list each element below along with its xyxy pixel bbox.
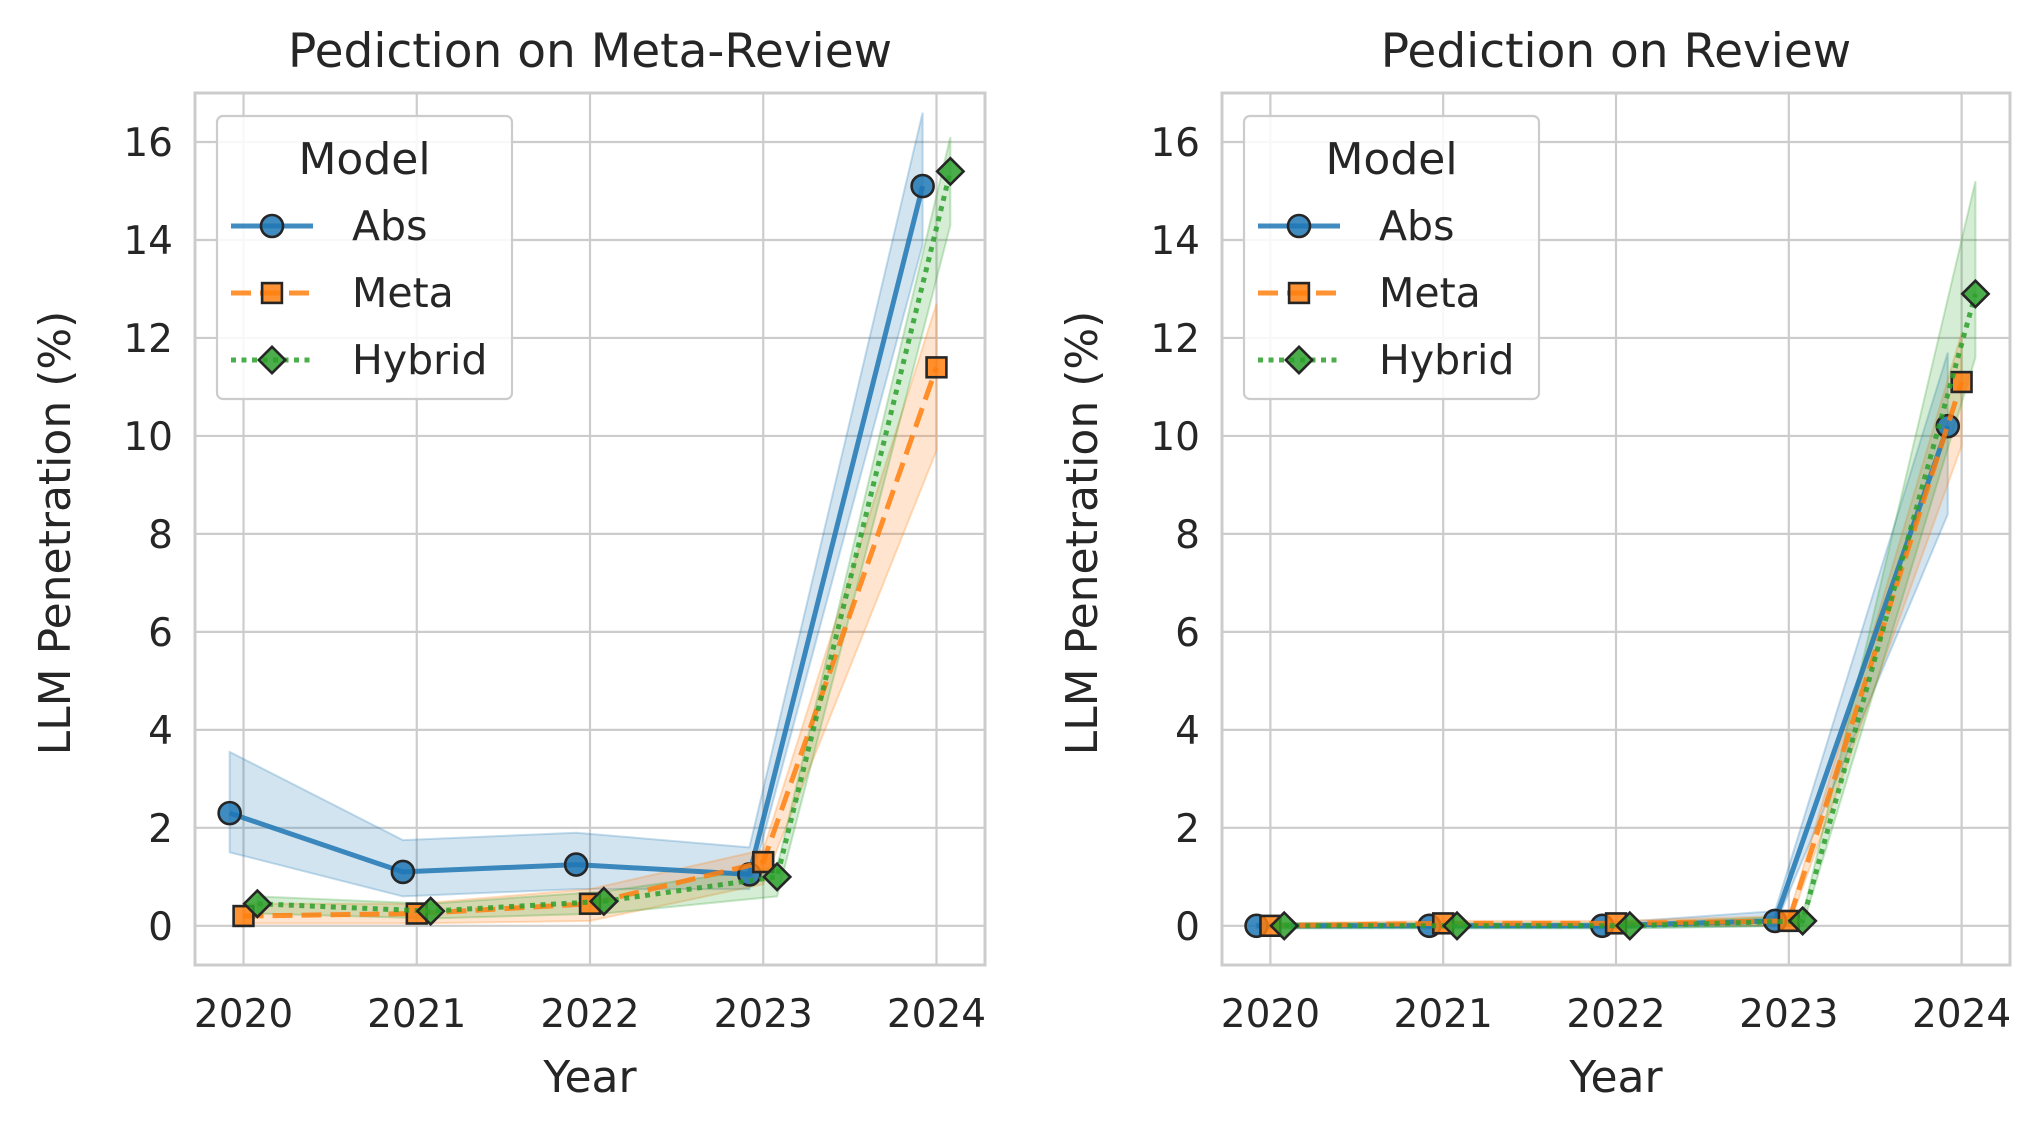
- chart-title: Pediction on Meta-Review: [288, 24, 892, 79]
- legend-label-abs: Abs: [1379, 202, 1454, 250]
- legend-title: Model: [298, 134, 430, 185]
- plot-frame: [193, 91, 987, 967]
- y-tick-label: 6: [1175, 611, 1200, 656]
- legend: Model Abs Meta Hybrid: [1242, 114, 1541, 401]
- data-point-hybrid-2020: [242, 888, 273, 919]
- x-tick-label: 2022: [540, 992, 639, 1037]
- legend-label-abs: Abs: [352, 202, 427, 250]
- x-tick-label: 2024: [887, 992, 986, 1037]
- data-point-hybrid-2021: [415, 896, 446, 927]
- data-point-hybrid-2024: [1960, 278, 1991, 309]
- x-tick-label: 2023: [714, 992, 813, 1037]
- ci-band-meta: [242, 303, 938, 925]
- x-tick-label: 2021: [367, 992, 466, 1037]
- y-tick-label: 14: [123, 219, 173, 264]
- data-point-meta-2024: [925, 356, 948, 379]
- series-hybrid: [1269, 278, 1991, 941]
- data-point-abs-2022: [563, 852, 589, 877]
- y-tick-label: 16: [1150, 121, 1200, 166]
- series-line-meta: [1270, 381, 1964, 929]
- legend-marker-abs: [259, 213, 285, 239]
- y-tick-label: 12: [1150, 317, 1200, 362]
- data-point-hybrid-2020: [1269, 910, 1300, 941]
- x-tick-label: 2023: [1739, 992, 1838, 1037]
- confidence-bands: [228, 112, 952, 925]
- y-tick-label: 10: [123, 415, 173, 460]
- legend-marker-hybrid: [1283, 344, 1315, 376]
- legend-label-hybrid: Hybrid: [1379, 336, 1514, 384]
- x-tick-label: 2020: [1221, 992, 1320, 1037]
- y-axis-label: LLM Penetration (%): [1057, 311, 1108, 756]
- y-tick-label: 0: [148, 905, 173, 950]
- data-point-abs-2020: [217, 800, 242, 826]
- series-abs: [217, 173, 935, 887]
- legend-box: [215, 114, 514, 401]
- x-tick-label: 2022: [1566, 992, 1665, 1037]
- y-tick-label: 0: [1175, 905, 1200, 950]
- series-line-hybrid: [1284, 293, 1978, 929]
- series-line-abs: [1256, 425, 1951, 929]
- data-point-hybrid-2024: [935, 156, 966, 187]
- y-tick-label: 4: [1175, 709, 1200, 754]
- y-tick-label: 8: [1175, 513, 1200, 558]
- legend: Model Abs Meta Hybrid: [215, 114, 514, 401]
- y-tick-label: 16: [123, 121, 173, 166]
- data-point-hybrid-2021: [1441, 910, 1473, 941]
- y-tick-label: 6: [148, 611, 173, 656]
- y-tick-label: 14: [1150, 219, 1200, 264]
- legend-box: [1242, 114, 1541, 401]
- ci-band-abs: [228, 112, 924, 898]
- data-point-abs-2021: [390, 859, 416, 885]
- legend-marker-abs: [1286, 213, 1312, 239]
- data-point-hybrid-2023: [1787, 905, 1818, 936]
- legend-label-hybrid: Hybrid: [352, 336, 487, 384]
- legend-label-meta: Meta: [352, 269, 454, 317]
- ci-band-abs: [1255, 352, 1949, 930]
- legend-title: Model: [1325, 134, 1457, 185]
- data-point-hybrid-2022: [1614, 910, 1645, 941]
- chart-panel-1: 0 2 4 6 8 10 12 14 16 2020 2021 2022 2023 2024 Pedicti…: [30, 24, 987, 1103]
- y-tick-label: 10: [1150, 415, 1200, 460]
- y-tick-label: 4: [148, 709, 173, 754]
- legend-marker-meta: [260, 281, 284, 305]
- x-axis-label: Year: [542, 1052, 637, 1103]
- legend-marker-hybrid: [256, 344, 288, 376]
- data-point-hybrid-2022: [588, 886, 619, 917]
- ci-band-hybrid: [256, 136, 952, 920]
- y-tick-label: 12: [123, 317, 173, 362]
- series-hybrid: [242, 156, 966, 927]
- chart-title: Pediction on Review: [1381, 24, 1851, 79]
- legend-marker-meta: [1287, 281, 1311, 305]
- y-axis-label: LLM Penetration (%): [30, 311, 81, 756]
- y-tick-label: 8: [148, 513, 173, 558]
- y-tick-label: 2: [1175, 807, 1200, 852]
- chart-panel-2: 0 2 4 6 8 10 12 14 16 2020 2021 2022 2023 2024 Pedicti…: [1057, 24, 2012, 1103]
- x-axis-label: Year: [1568, 1052, 1663, 1103]
- y-tick-label: 2: [148, 807, 173, 852]
- data-point-meta-2020: [232, 904, 255, 928]
- legend-label-meta: Meta: [1379, 269, 1481, 317]
- data-point-hybrid-2023: [762, 861, 793, 892]
- data-point-meta-2023: [752, 850, 775, 874]
- x-tick-label: 2021: [1394, 992, 1493, 1037]
- data-point-meta-2024: [1950, 370, 1973, 394]
- data-point-abs-2024: [910, 173, 935, 199]
- x-tick-label: 2020: [194, 992, 293, 1037]
- plot-frame: [1220, 91, 2012, 967]
- x-tick-label: 2024: [1912, 992, 2011, 1037]
